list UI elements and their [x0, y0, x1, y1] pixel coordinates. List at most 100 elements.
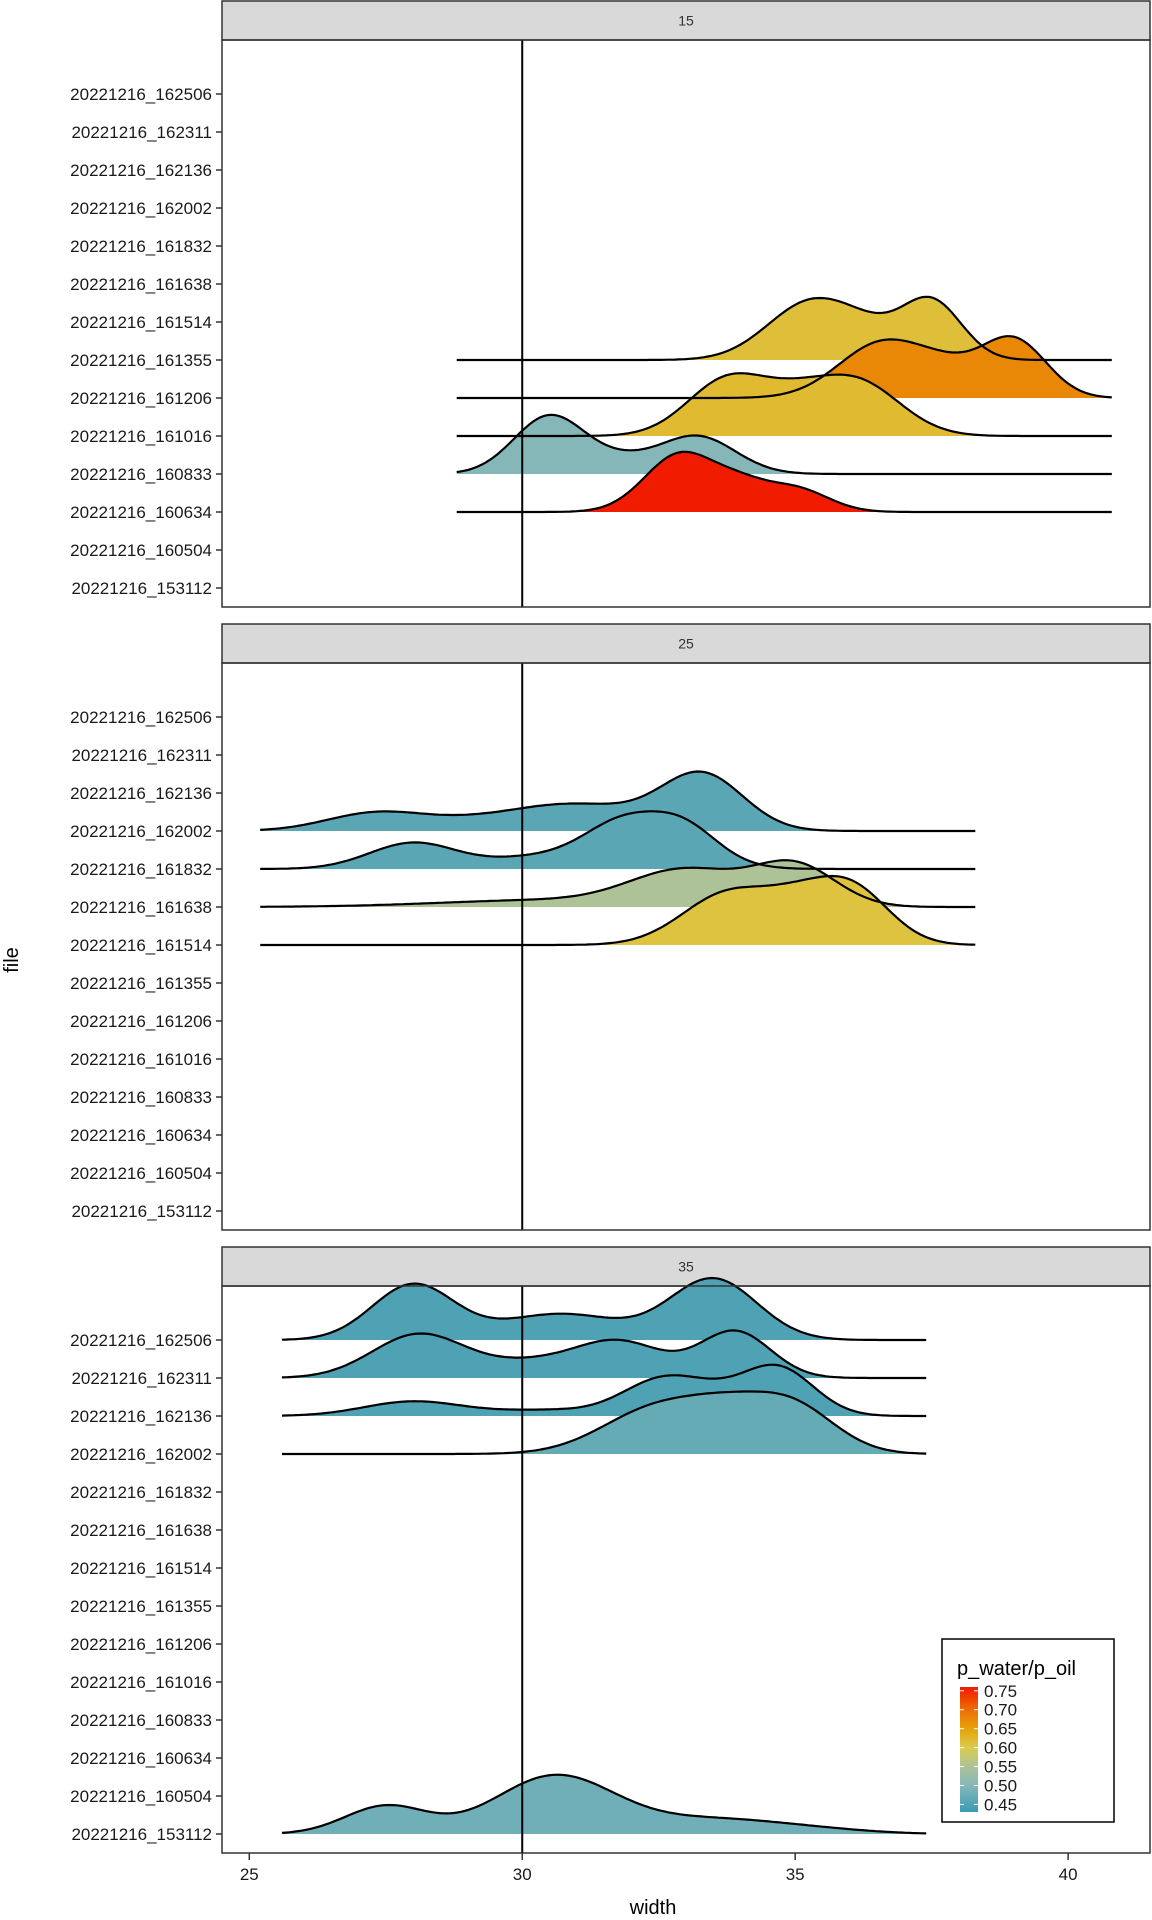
ridge-outline-20221216_162311 — [281, 1329, 927, 1380]
y-tick-label: 20221216_160833 — [70, 465, 212, 484]
y-tick-label: 20221216_162311 — [71, 746, 212, 765]
ridges — [456, 296, 1112, 512]
ridge-outlines — [456, 295, 1112, 514]
ridge-outline-20221216_161514 — [260, 874, 976, 947]
facet-strip — [221, 623, 1151, 664]
ridge-outlines — [260, 770, 976, 947]
x-tick-label: 30 — [513, 1865, 532, 1884]
y-tick-label: 20221216_162506 — [70, 708, 212, 727]
x-tick-label: 35 — [786, 1865, 805, 1884]
ridge-outline-20221216_161832 — [260, 810, 976, 871]
ridge-20221216_162002 — [282, 1391, 927, 1454]
y-tick-label: 20221216_161832 — [70, 237, 212, 256]
panel-frame — [221, 1285, 1151, 1854]
legend-colorbar — [960, 1687, 978, 1812]
ridge-outline-20221216_162002 — [260, 770, 976, 833]
y-tick-label: 20221216_161016 — [70, 1673, 212, 1692]
ridge-outline-20221216_162506 — [281, 1276, 927, 1342]
y-tick-label: 20221216_162002 — [70, 199, 212, 218]
ridge-outline-20221216_160634 — [456, 450, 1112, 514]
y-tick-label: 20221216_161514 — [70, 313, 212, 332]
legend-tick-label: 0.65 — [984, 1720, 1017, 1739]
ridges — [282, 1278, 927, 1834]
ridge-20221216_160833 — [456, 414, 1112, 474]
y-tick-label: 20221216_161355 — [70, 1597, 212, 1616]
y-tick-label: 20221216_162506 — [70, 1331, 212, 1350]
y-tick-label: 20221216_162311 — [71, 1369, 212, 1388]
ridge-outline-20221216_162136 — [281, 1363, 927, 1418]
ridges — [260, 771, 976, 945]
ridge-20221216_161832 — [260, 811, 976, 869]
x-axis-title: width — [629, 1897, 677, 1919]
y-tick-label: 20221216_160504 — [70, 541, 212, 560]
y-tick-label: 20221216_162136 — [70, 1407, 212, 1426]
legend-title: p_water/p_oil — [957, 1658, 1076, 1680]
y-tick-label: 20221216_160833 — [70, 1711, 212, 1730]
ridge-outline-20221216_161016 — [456, 372, 1112, 438]
facet-label: 25 — [678, 636, 694, 652]
y-tick-label: 20221216_161206 — [70, 389, 212, 408]
panel-25: 2520221216_16250620221216_16231120221216… — [70, 623, 1151, 1231]
ridge-20221216_161514 — [260, 876, 976, 945]
ridge-outlines — [281, 1276, 927, 1835]
facet-strip — [221, 1246, 1151, 1287]
y-tick-label: 20221216_161355 — [70, 974, 212, 993]
legend-tick-label: 0.70 — [984, 1701, 1017, 1720]
y-ticks: 20221216_162506 20221216_162311 20221216_1… — [70, 1331, 222, 1844]
y-axis-title: file — [1, 947, 23, 973]
y-tick-label: 20221216_161638 — [70, 898, 212, 917]
panel-15: 1520221216_16250620221216_16231120221216… — [70, 0, 1151, 608]
ridge-outline-20221216_162002 — [282, 1390, 927, 1456]
y-tick-label: 20221216_162002 — [70, 1445, 212, 1464]
y-ticks: 20221216_162506 20221216_162311 20221216_1… — [70, 85, 222, 598]
ridge-20221216_160634 — [456, 451, 1112, 512]
ridge-outline-20221216_161638 — [260, 859, 976, 909]
facet-label: 15 — [678, 13, 694, 29]
y-tick-label: 20221216_160634 — [70, 1126, 212, 1145]
y-tick-label: 20221216_162136 — [70, 161, 212, 180]
x-tick-label: 40 — [1059, 1865, 1078, 1884]
panel-35: 3520221216_16250620221216_16231120221216… — [70, 1246, 1151, 1854]
y-ticks: 20221216_162506 20221216_162311 20221216_1… — [70, 708, 222, 1221]
y-tick-label: 20221216_161016 — [70, 427, 212, 446]
y-tick-label: 20221216_161832 — [70, 1483, 212, 1502]
y-tick-label: 20221216_162311 — [71, 123, 212, 142]
ridge-outline-20221216_153112 — [281, 1773, 927, 1835]
ridge-20221216_161355 — [456, 296, 1112, 360]
y-tick-label: 20221216_161206 — [70, 1635, 212, 1654]
ridge-20221216_153112 — [282, 1774, 927, 1834]
x-tick-label: 25 — [240, 1865, 259, 1884]
y-tick-label: 20221216_160634 — [70, 1749, 212, 1768]
y-tick-label: 20221216_161206 — [70, 1012, 212, 1031]
y-tick-label: 20221216_162136 — [70, 784, 212, 803]
ridge-outline-20221216_161206 — [456, 335, 1112, 400]
y-tick-label: 20221216_160833 — [70, 1088, 212, 1107]
legend-tick-label: 0.45 — [984, 1795, 1017, 1814]
y-tick-label: 20221216_160504 — [70, 1787, 212, 1806]
legend-tick-label: 0.50 — [984, 1776, 1017, 1795]
ridge-outline-20221216_160833 — [456, 413, 1112, 476]
y-tick-label: 20221216_153112 — [71, 579, 212, 598]
panel-frame — [221, 662, 1151, 1231]
panel-frame — [221, 39, 1151, 608]
ridge-20221216_162002 — [260, 771, 976, 831]
legend-tick-label: 0.55 — [984, 1758, 1017, 1777]
y-tick-label: 20221216_162002 — [70, 822, 212, 841]
y-tick-label: 20221216_161638 — [70, 1521, 212, 1540]
legend-tick-label: 0.60 — [984, 1739, 1017, 1758]
y-tick-label: 20221216_160634 — [70, 503, 212, 522]
y-tick-label: 20221216_161016 — [70, 1050, 212, 1069]
legend: p_water/p_oil 0.750.700.650.600.550.500.4… — [941, 1638, 1115, 1823]
y-tick-label: 20221216_161514 — [70, 936, 212, 955]
ridge-outline-20221216_161355 — [456, 295, 1112, 362]
x-axis: 25 30 35 40 — [240, 1853, 1078, 1884]
y-tick-label: 20221216_161832 — [70, 860, 212, 879]
facet-strip — [221, 0, 1151, 41]
legend-tick-label: 0.75 — [984, 1682, 1017, 1701]
panels: 1520221216_16250620221216_16231120221216… — [70, 0, 1151, 1854]
y-tick-label: 20221216_153112 — [71, 1202, 212, 1221]
y-tick-label: 20221216_162506 — [70, 85, 212, 104]
y-tick-label: 20221216_153112 — [71, 1825, 212, 1844]
y-tick-label: 20221216_161355 — [70, 351, 212, 370]
